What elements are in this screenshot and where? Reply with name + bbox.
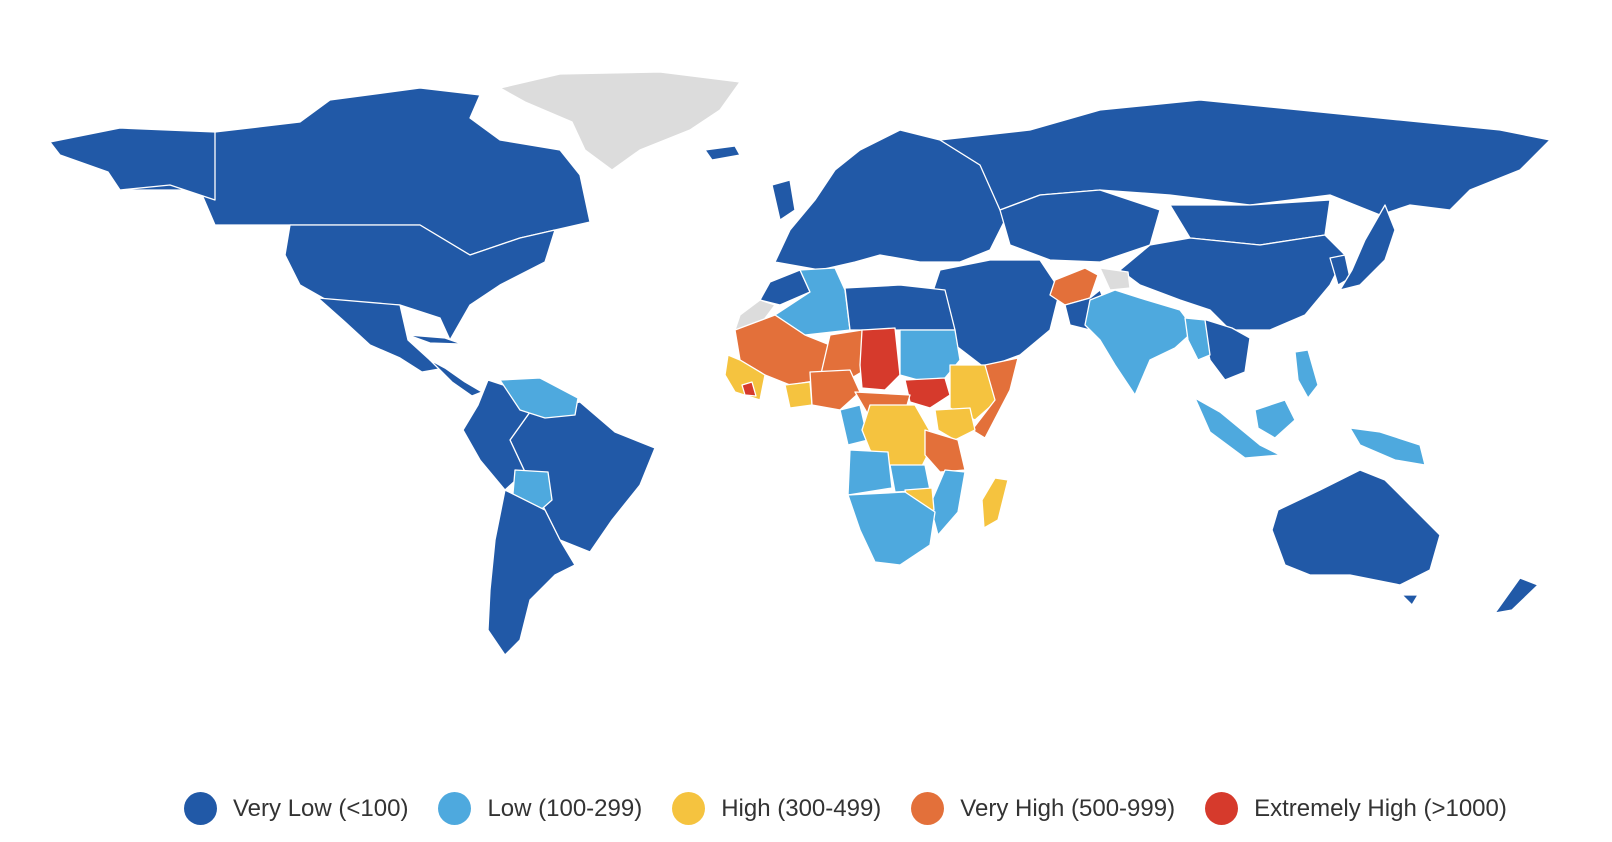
country-greenland [499, 71, 741, 171]
country-uganda-kenya [934, 407, 976, 441]
legend: Very Low (<100) Low (100-299) High (300-49… [184, 792, 1507, 825]
country-morocco [759, 269, 811, 306]
country-india [1084, 289, 1196, 396]
country-uk [771, 179, 796, 221]
country-myanmar [1184, 317, 1211, 361]
country-west-africa-coast [724, 354, 766, 401]
country-tasmania [1401, 594, 1419, 606]
country-cuba [407, 334, 463, 345]
country-algeria [774, 267, 851, 336]
legend-item: Extremely High (>1000) [1205, 792, 1507, 825]
country-central-america [429, 359, 483, 397]
legend-item: Very High (500-999) [911, 792, 1175, 825]
country-western-sahara [734, 299, 776, 331]
country-southern-africa [847, 491, 936, 566]
country-venezuela-guyana [499, 377, 579, 419]
country-philippines [1294, 349, 1319, 399]
country-madagascar [981, 477, 1009, 529]
legend-swatch [911, 792, 945, 825]
country-ghana-area [784, 381, 813, 409]
country-chad [859, 327, 901, 391]
legend-label: High (300-499) [721, 794, 882, 822]
legend-swatch [1205, 792, 1239, 825]
legend-item: High (300-499) [672, 792, 881, 825]
country-argentina-chile [487, 489, 576, 656]
country-angola [847, 449, 893, 496]
country-kashmir [1099, 267, 1131, 291]
country-sierra-leone [741, 381, 757, 397]
legend-swatch [672, 792, 706, 825]
country-papua-new-guinea [1349, 427, 1426, 466]
legend-swatch [184, 792, 217, 825]
country-new-zealand [1494, 577, 1539, 614]
country-mozambique [929, 469, 966, 536]
country-japan [1339, 204, 1396, 291]
country-malaysia-indonesia [1194, 397, 1281, 459]
country-south-sudan [904, 377, 951, 409]
legend-item: Very Low (<100) [184, 792, 408, 825]
country-usa [284, 224, 556, 341]
legend-label: Very High (500-999) [960, 794, 1176, 822]
legend-label: Low (100-299) [487, 794, 643, 822]
country-iceland [704, 145, 741, 161]
country-nigeria [809, 369, 861, 411]
country-borneo [1254, 399, 1296, 439]
legend-label: Very Low (<100) [233, 794, 409, 822]
country-canada [49, 87, 591, 256]
country-mexico [317, 297, 446, 373]
country-somalia [971, 357, 1019, 439]
country-alaska-usa [49, 127, 216, 201]
legend-swatch [438, 792, 472, 825]
country-china [1119, 234, 1346, 331]
country-australia [1271, 469, 1441, 586]
legend-item: Low (100-299) [438, 792, 642, 825]
country-southeast-asia [1199, 317, 1251, 381]
legend-label: Extremely High (>1000) [1254, 794, 1507, 822]
country-libya-egypt [844, 284, 956, 331]
country-central-asia [999, 189, 1161, 263]
